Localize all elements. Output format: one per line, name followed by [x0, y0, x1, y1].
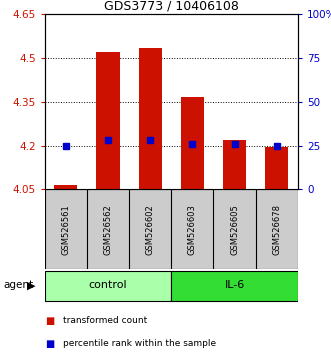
Bar	[54, 185, 77, 189]
Title: GDS3773 / 10406108: GDS3773 / 10406108	[104, 0, 239, 13]
Text: ■: ■	[45, 316, 54, 326]
Text: transformed count: transformed count	[63, 316, 147, 325]
Text: GSM526602: GSM526602	[146, 204, 155, 255]
Text: agent: agent	[3, 280, 33, 290]
Bar	[265, 147, 288, 189]
Text: control: control	[89, 280, 127, 290]
Text: percentile rank within the sample: percentile rank within the sample	[63, 339, 216, 348]
Text: ■: ■	[45, 339, 54, 349]
Bar	[45, 271, 171, 301]
Text: GSM526561: GSM526561	[61, 204, 70, 255]
Bar	[139, 48, 162, 189]
Text: GSM526605: GSM526605	[230, 204, 239, 255]
Text: IL-6: IL-6	[224, 280, 245, 290]
Bar	[223, 140, 246, 189]
Bar	[171, 271, 298, 301]
Bar	[181, 97, 204, 189]
Text: GSM526562: GSM526562	[104, 204, 113, 255]
Text: GSM526678: GSM526678	[272, 204, 281, 255]
Text: ▶: ▶	[27, 280, 36, 290]
Bar	[96, 52, 119, 189]
Text: GSM526603: GSM526603	[188, 204, 197, 255]
